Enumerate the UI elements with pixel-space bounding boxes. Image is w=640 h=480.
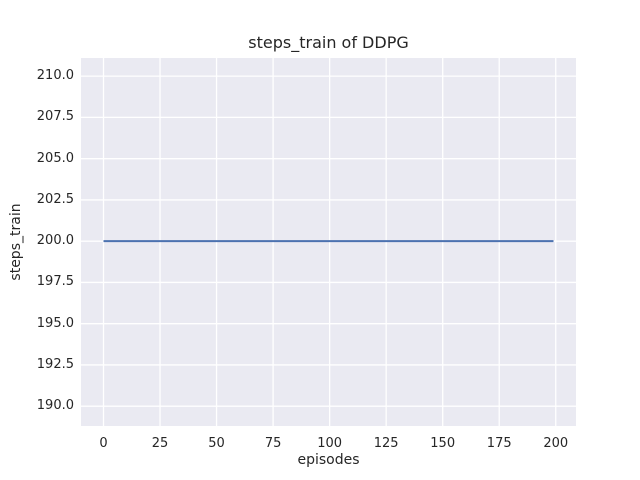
chart-canvas — [81, 58, 576, 426]
x-tick-label: 125 — [373, 436, 399, 451]
y-tick-label: 210.0 — [36, 68, 74, 84]
x-axis-label: episodes — [297, 452, 360, 468]
x-tick-label: 0 — [99, 436, 108, 451]
x-tick-label: 50 — [208, 436, 225, 451]
x-tick-label: 175 — [486, 436, 512, 451]
y-tick-label: 190.0 — [36, 398, 74, 414]
y-tick-label: 200.0 — [36, 233, 74, 249]
x-tick-label: 100 — [317, 436, 343, 451]
x-tick-label: 75 — [264, 436, 282, 451]
y-tick-label: 195.0 — [36, 315, 74, 331]
y-tick-label: 197.5 — [36, 274, 74, 290]
y-tick-label: 202.5 — [36, 191, 74, 207]
chart-title: steps_train of DDPG — [248, 33, 409, 52]
x-tick-label: 200 — [543, 436, 569, 451]
x-tick-label: 150 — [430, 436, 456, 451]
y-tick-label: 205.0 — [36, 150, 74, 166]
y-tick-label: 207.5 — [36, 109, 74, 125]
x-tick-label: 25 — [151, 436, 169, 451]
y-tick-label: 192.5 — [36, 356, 74, 372]
plot-area — [81, 58, 576, 426]
